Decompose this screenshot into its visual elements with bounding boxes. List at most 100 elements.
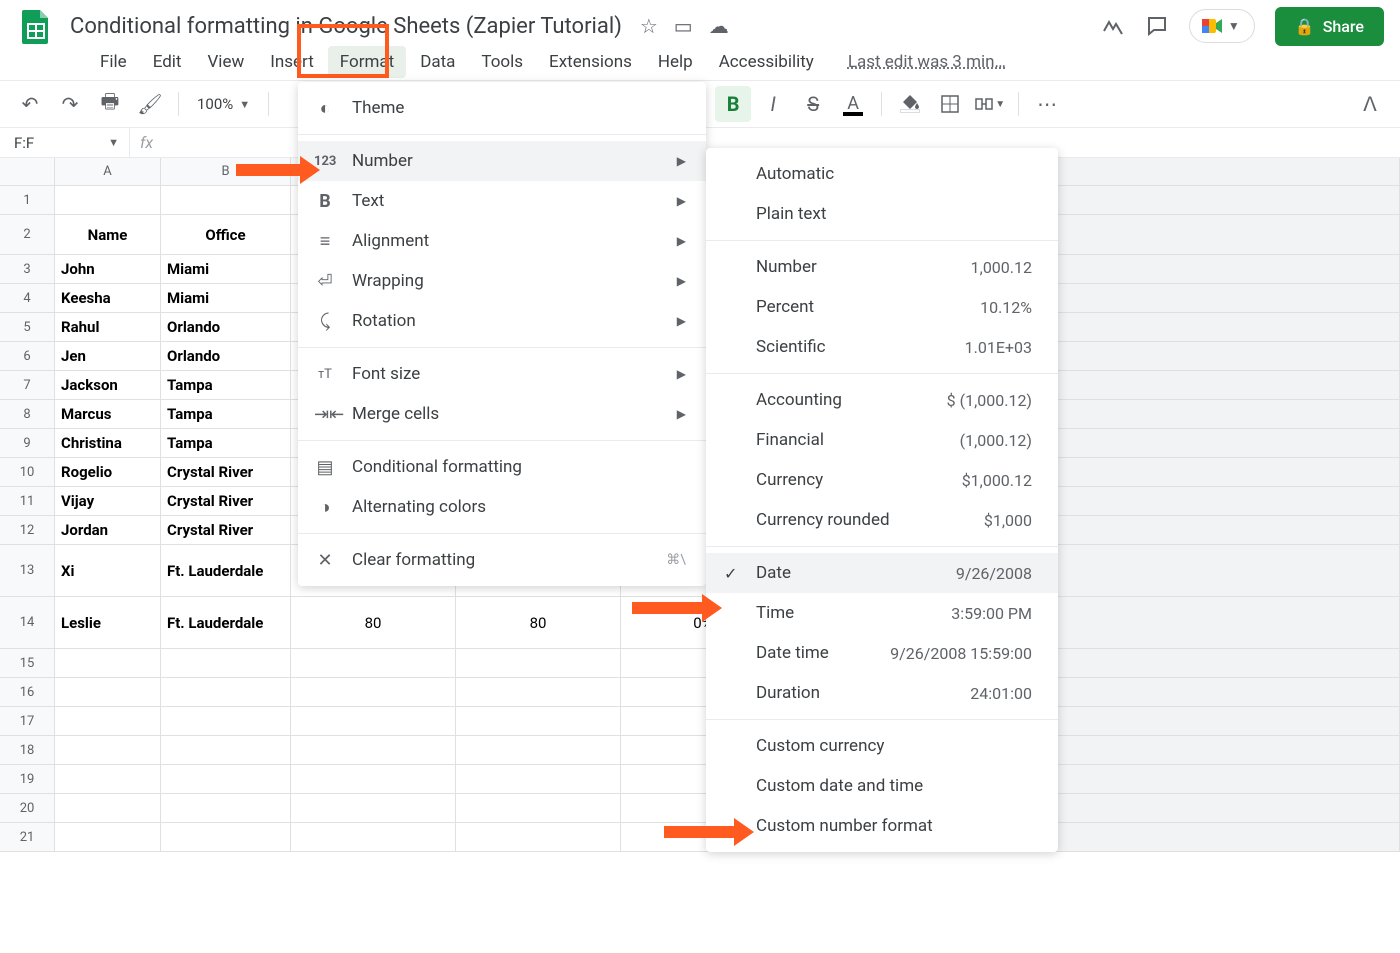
move-icon[interactable]: ▭ (674, 14, 693, 38)
nm-date[interactable]: ✓Date9/26/2008 (706, 553, 1058, 593)
menu-theme[interactable]: ◐ Theme (298, 88, 706, 128)
row-header[interactable]: 15 (0, 649, 54, 678)
cell[interactable]: Marcus (55, 400, 161, 428)
col-header-b[interactable]: B (161, 158, 291, 185)
nm-duration[interactable]: Duration24:01:00 (706, 673, 1058, 713)
menu-file[interactable]: File (88, 46, 139, 78)
cell[interactable]: Jordan (55, 516, 161, 544)
cell[interactable]: Rahul (55, 313, 161, 341)
name-box[interactable]: F:F ▼ (0, 128, 130, 157)
row-header[interactable]: 4 (0, 284, 54, 313)
cell[interactable]: Jen (55, 342, 161, 370)
paint-format-button[interactable]: 🖌 (132, 86, 168, 122)
col-header-a[interactable]: A (55, 158, 161, 185)
cell[interactable]: John (55, 255, 161, 283)
row-header[interactable]: 6 (0, 342, 54, 371)
borders-button[interactable] (932, 86, 968, 122)
cell[interactable]: Ft. Lauderdale (161, 545, 291, 596)
menu-edit[interactable]: Edit (141, 46, 194, 78)
cell[interactable]: Christina (55, 429, 161, 457)
menu-alternating[interactable]: ◑ Alternating colors (298, 487, 706, 527)
row-header[interactable]: 11 (0, 487, 54, 516)
cell[interactable]: Miami (161, 284, 291, 312)
cell[interactable]: Tampa (161, 371, 291, 399)
row-header[interactable]: 16 (0, 678, 54, 707)
row-header[interactable]: 18 (0, 736, 54, 765)
menu-clear-formatting[interactable]: ✕ Clear formatting ⌘\ (298, 540, 706, 580)
cell[interactable]: Crystal River (161, 516, 291, 544)
doc-title[interactable]: Conditional formatting in Google Sheets … (64, 12, 628, 41)
cell[interactable]: Orlando (161, 342, 291, 370)
menu-tools[interactable]: Tools (469, 46, 535, 78)
cell[interactable]: Vijay (55, 487, 161, 515)
cell[interactable]: Crystal River (161, 487, 291, 515)
nm-percent[interactable]: Percent10.12% (706, 287, 1058, 327)
row-header[interactable]: 3 (0, 255, 54, 284)
menu-alignment[interactable]: ≡ Alignment ▶ (298, 221, 706, 261)
nm-accounting[interactable]: Accounting$ (1,000.12) (706, 380, 1058, 420)
bold-button[interactable]: B (715, 86, 751, 122)
cell[interactable]: Leslie (55, 597, 161, 648)
menu-help[interactable]: Help (646, 46, 705, 78)
cell[interactable]: Rogelio (55, 458, 161, 486)
more-toolbar-button[interactable]: ⋯ (1029, 86, 1065, 122)
sheets-logo[interactable] (16, 6, 56, 46)
nm-number[interactable]: Number1,000.12 (706, 247, 1058, 287)
cell[interactable]: Tampa (161, 429, 291, 457)
nm-plain[interactable]: Plain text (706, 194, 1058, 234)
nm-currency-rounded[interactable]: Currency rounded$1,000 (706, 500, 1058, 540)
row-header[interactable]: 19 (0, 765, 54, 794)
menu-font-size[interactable]: ᴛT Font size ▶ (298, 354, 706, 394)
row-header[interactable]: 14 (0, 597, 54, 649)
fill-color-button[interactable] (892, 86, 928, 122)
last-edit-link[interactable]: Last edit was 3 min… (848, 52, 1006, 72)
star-icon[interactable]: ☆ (640, 14, 658, 38)
menu-rotation[interactable]: ⤹ Rotation ▶ (298, 301, 706, 341)
cell[interactable]: Miami (161, 255, 291, 283)
menu-merge[interactable]: ⇥⇤ Merge cells ▶ (298, 394, 706, 434)
row-header[interactable]: 21 (0, 823, 54, 852)
row-header[interactable]: 7 (0, 371, 54, 400)
nm-custom-datetime[interactable]: Custom date and time (706, 766, 1058, 806)
row-header[interactable]: 20 (0, 794, 54, 823)
cell[interactable]: Xi (55, 545, 161, 596)
nm-scientific[interactable]: Scientific1.01E+03 (706, 327, 1058, 367)
menu-insert[interactable]: Insert (258, 46, 326, 78)
italic-button[interactable]: I (755, 86, 791, 122)
print-button[interactable]: 🖶 (92, 86, 128, 122)
menu-data[interactable]: Data (408, 46, 467, 78)
row-header[interactable]: 12 (0, 516, 54, 545)
nm-financial[interactable]: Financial(1,000.12) (706, 420, 1058, 460)
cloud-status-icon[interactable]: ☁ (709, 14, 729, 38)
cell[interactable]: 80 (291, 597, 456, 648)
row-header[interactable]: 13 (0, 545, 54, 597)
row-header[interactable]: 5 (0, 313, 54, 342)
menu-conditional[interactable]: ▤ Conditional formatting (298, 447, 706, 487)
text-color-button[interactable]: A (835, 86, 871, 122)
redo-button[interactable]: ↷ (52, 86, 88, 122)
row-header[interactable]: 10 (0, 458, 54, 487)
cell[interactable]: Jackson (55, 371, 161, 399)
cell[interactable]: Name (55, 215, 161, 254)
cell[interactable]: Ft. Lauderdale (161, 597, 291, 648)
nm-custom-number[interactable]: Custom number format (706, 806, 1058, 846)
share-button[interactable]: 🔒 Share (1275, 7, 1384, 46)
menu-format[interactable]: Format (328, 46, 406, 78)
zoom-select[interactable]: 100% ▼ (189, 91, 258, 117)
cell[interactable]: Keesha (55, 284, 161, 312)
cell[interactable]: Tampa (161, 400, 291, 428)
menu-extensions[interactable]: Extensions (537, 46, 644, 78)
nm-custom-currency[interactable]: Custom currency (706, 726, 1058, 766)
row-header[interactable]: 17 (0, 707, 54, 736)
nm-time[interactable]: Time3:59:00 PM (706, 593, 1058, 633)
meet-button[interactable]: ▼ (1189, 9, 1255, 43)
menu-number[interactable]: 123 Number ▶ (298, 141, 706, 181)
strike-button[interactable]: S (795, 86, 831, 122)
row-header[interactable]: 1 (0, 186, 54, 215)
cell[interactable]: 80 (456, 597, 621, 648)
merge-button[interactable]: ▼ (972, 86, 1008, 122)
nm-currency[interactable]: Currency$1,000.12 (706, 460, 1058, 500)
nm-automatic[interactable]: Automatic (706, 154, 1058, 194)
menu-wrapping[interactable]: ⏎ Wrapping ▶ (298, 261, 706, 301)
undo-button[interactable]: ↶ (12, 86, 48, 122)
